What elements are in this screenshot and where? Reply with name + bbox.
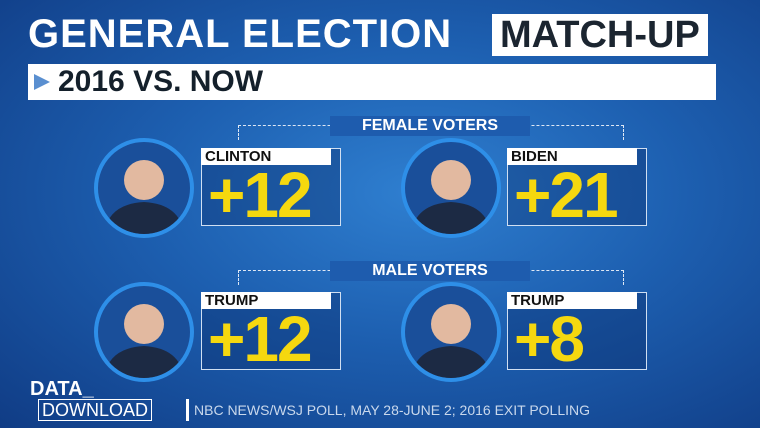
portrait-icon — [411, 160, 491, 234]
subtitle: 2016 VS. NOW — [58, 65, 264, 98]
candidate-photo — [401, 282, 501, 382]
margin-value: +21 — [514, 159, 619, 231]
candidate-name: BIDEN — [507, 148, 637, 165]
candidate-photo — [401, 138, 501, 238]
candidate-photo — [94, 138, 194, 238]
candidate-name: TRUMP — [507, 292, 637, 309]
brand-top: DATA_ — [30, 378, 94, 400]
margin-value: +12 — [208, 159, 313, 231]
arrow-icon — [34, 74, 50, 90]
brand-bottom: DOWNLOAD — [38, 399, 153, 421]
portrait-icon — [104, 304, 184, 378]
divider — [186, 399, 189, 421]
margin-box: TRUMP +8 — [507, 292, 647, 375]
portrait-icon — [104, 160, 184, 234]
title-highlight: MATCH-UP — [492, 14, 708, 56]
margin-box: BIDEN +21 — [507, 148, 647, 231]
title: GENERAL ELECTION — [28, 12, 453, 56]
candidate-name: CLINTON — [201, 148, 331, 165]
margin-value: +12 — [208, 303, 313, 375]
candidate-photo — [94, 282, 194, 382]
subtitle-bar — [28, 64, 716, 100]
candidate-name: TRUMP — [201, 292, 331, 309]
group-label: MALE VOTERS — [330, 261, 530, 281]
portrait-icon — [411, 304, 491, 378]
source: NBC NEWS/WSJ POLL, MAY 28-JUNE 2; 2016 E… — [194, 402, 591, 418]
margin-box: CLINTON +12 — [201, 148, 341, 231]
group-label: FEMALE VOTERS — [330, 116, 530, 136]
margin-box: TRUMP +12 — [201, 292, 341, 375]
margin-value: +8 — [514, 303, 585, 375]
